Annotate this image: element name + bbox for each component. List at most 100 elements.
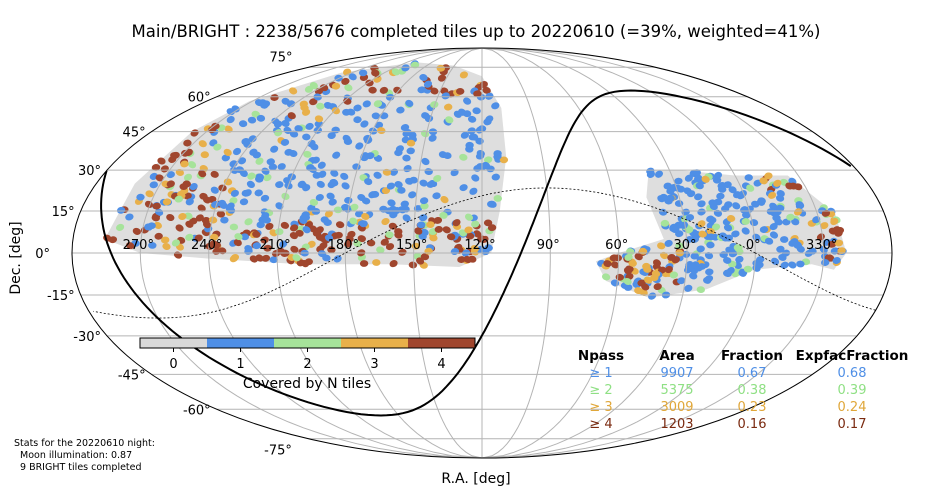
tile-marker: [210, 170, 219, 178]
tile-marker: [420, 253, 430, 261]
stats-table: Npass Area Fraction ExpfacFraction ≥ 1 9907 0.…: [578, 348, 908, 432]
x-axis-label: R.A. [deg]: [441, 471, 510, 487]
tile-marker: [756, 256, 765, 263]
tile-marker: [281, 97, 290, 105]
tile-marker: [476, 150, 485, 157]
tile-marker: [401, 64, 410, 72]
tile-marker: [408, 191, 417, 199]
tile-marker: [837, 247, 846, 255]
tile-marker: [314, 115, 324, 123]
tile-marker: [654, 170, 664, 178]
tile-marker: [161, 236, 170, 244]
ra-tick-label: 150°: [396, 238, 427, 253]
tile-marker: [344, 84, 353, 92]
tile-marker: [183, 192, 192, 200]
tile-marker: [182, 180, 191, 188]
tile-marker: [744, 174, 753, 182]
tile-marker: [212, 241, 221, 249]
stats-cell: 5375: [660, 383, 693, 398]
tile-marker: [706, 215, 715, 223]
tile-marker: [243, 189, 252, 197]
tile-marker: [194, 234, 203, 242]
tile-marker: [254, 189, 263, 197]
plane-curves: [93, 89, 876, 417]
tile-marker: [771, 257, 780, 265]
ra-tick-label: 180°: [328, 238, 359, 253]
dec-tick-label: -60°: [183, 403, 211, 418]
ra-tick-label: 120°: [464, 238, 495, 253]
tile-marker: [364, 178, 373, 186]
tile-marker: [773, 179, 782, 187]
tile-marker: [746, 184, 755, 192]
tile-marker: [274, 129, 283, 137]
tile-marker: [660, 219, 670, 227]
tile-marker: [277, 163, 286, 171]
tile-marker: [832, 226, 841, 234]
tile-marker: [725, 246, 734, 254]
tile-marker: [328, 198, 337, 206]
tile-marker: [340, 172, 349, 180]
tile-marker: [452, 219, 461, 227]
tile-marker: [333, 206, 343, 214]
ra-tick-label: 330°: [806, 238, 837, 253]
tile-marker: [463, 97, 472, 105]
tile-marker: [284, 148, 293, 156]
tile-marker: [299, 100, 308, 108]
ra-tick-label: 270°: [123, 238, 154, 253]
tile-marker: [239, 169, 248, 178]
tile-marker: [343, 138, 353, 146]
tile-marker: [343, 97, 352, 105]
tile-marker: [757, 197, 766, 205]
tile-marker: [229, 223, 239, 231]
tile-marker: [368, 86, 377, 94]
tile-marker: [287, 112, 296, 120]
colorbar-label: Covered by N tiles: [243, 376, 371, 392]
night-stats-line: Stats for the 20220610 night:: [14, 438, 155, 449]
tile-marker: [658, 208, 668, 216]
colorbar-tick-label: 3: [370, 357, 378, 372]
tile-marker: [292, 254, 301, 262]
stats-header: Fraction: [721, 348, 783, 364]
night-stats-line: Moon illumination: 0.87: [20, 450, 132, 461]
stats-cell: ≥ 3: [589, 400, 612, 415]
tile-marker: [283, 126, 292, 134]
tile-marker: [268, 163, 278, 171]
tile-marker: [488, 200, 497, 208]
sky-map: [72, 48, 892, 458]
tile-marker: [723, 269, 732, 277]
tile-marker: [226, 116, 235, 124]
tile-marker: [311, 156, 320, 164]
tile-marker: [316, 180, 325, 188]
tile-marker: [663, 182, 672, 190]
ra-tick-label: 240°: [191, 238, 222, 253]
tile-marker: [717, 181, 726, 190]
tile-marker: [601, 273, 611, 281]
tile-marker: [603, 260, 612, 268]
y-axis-label: Dec. [deg]: [8, 221, 24, 294]
tile-marker: [255, 173, 265, 181]
tile-marker: [358, 69, 368, 77]
tile-marker: [695, 182, 704, 190]
tile-marker: [472, 107, 481, 115]
tile-marker: [493, 194, 502, 202]
tile-marker: [309, 98, 318, 106]
tile-marker: [742, 211, 751, 219]
tile-marker: [769, 223, 778, 231]
dec-tick-label: 45°: [123, 126, 146, 141]
tile-marker: [233, 239, 242, 247]
tile-marker: [223, 178, 233, 186]
ra-tick-label: 60°: [605, 238, 628, 253]
tile-marker: [323, 101, 333, 109]
tile-marker: [331, 107, 341, 115]
tile-marker: [417, 86, 426, 94]
tile-marker: [467, 115, 477, 123]
tile-marker: [834, 239, 844, 247]
tile-marker: [493, 150, 502, 157]
tile-marker: [239, 198, 249, 206]
tile-marker: [400, 200, 409, 208]
tile-marker: [704, 252, 714, 260]
colorbar-swatch: [207, 338, 274, 348]
tile-marker: [397, 186, 406, 194]
tile-marker: [166, 180, 175, 188]
tile-marker: [419, 214, 428, 222]
